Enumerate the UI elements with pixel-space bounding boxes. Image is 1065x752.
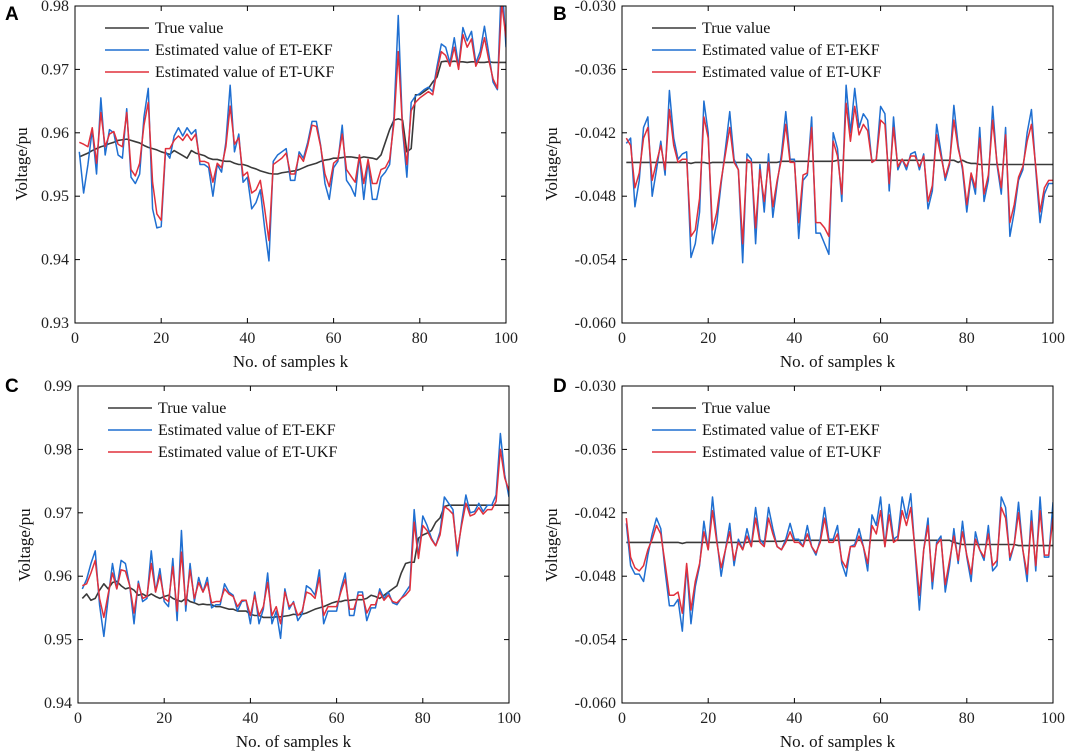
x-tick-label-a-80: 80 — [412, 330, 428, 347]
series-group-d — [625, 493, 1053, 632]
y-tick-label-b-5: -0.030 — [575, 0, 616, 15]
plot-frame-b — [621, 5, 1054, 324]
x-tick-label-b-60: 60 — [873, 330, 889, 347]
legend-label-a-true-value: True value — [155, 20, 223, 37]
x-tick-label-c-100: 100 — [497, 710, 521, 727]
series-group-b — [625, 84, 1053, 264]
panel-letter-a: A — [5, 4, 19, 25]
plot-frame-d — [621, 385, 1054, 704]
x-tick-label-d-20: 20 — [700, 710, 716, 727]
x-tick-label-c-40: 40 — [242, 710, 258, 727]
series-line-c-true-value — [81, 504, 509, 619]
x-axis-label-a: No. of samples k — [233, 352, 349, 371]
legend-label-c-estimated-value-of-et-ekf: Estimated value of ET-EKF — [158, 422, 336, 439]
y-tick-label-a-2: 0.95 — [41, 188, 69, 205]
y-axis-label-b: Voltage/pu — [542, 127, 561, 201]
x-tick-label-d-100: 100 — [1041, 710, 1065, 727]
y-tick-label-c-2: 0.96 — [44, 568, 72, 585]
y-tick-label-b-3: -0.042 — [575, 125, 616, 142]
y-tick-label-d-0: -0.060 — [575, 695, 616, 712]
x-axis-label-c: No. of samples k — [236, 732, 352, 751]
y-tick-label-c-0: 0.94 — [44, 695, 72, 712]
y-tick-label-d-3: -0.042 — [575, 505, 616, 522]
legend-label-d-estimated-value-of-et-ekf: Estimated value of ET-EKF — [702, 422, 880, 439]
series-line-c-estimated-value-of-et-ukf — [82, 448, 509, 625]
y-tick-label-c-5: 0.99 — [44, 378, 72, 395]
x-tick-label-d-80: 80 — [959, 710, 975, 727]
panel-b: B 0 20 40 60 80 100 -0.060 -0.054 -0.048 -0.042 -0.… — [542, 0, 1065, 371]
series-line-d-estimated-value-of-et-ukf — [625, 506, 1053, 614]
y-tick-label-d-1: -0.054 — [575, 632, 616, 649]
y-tick-label-a-5: 0.98 — [41, 0, 69, 15]
y-tick-label-b-0: -0.060 — [575, 315, 616, 332]
y-axis-label-c: Voltage/pu — [15, 508, 34, 582]
x-tick-label-d-0: 0 — [618, 710, 626, 727]
y-axis-label-d: Voltage/pu — [542, 508, 561, 582]
legend-label-b-estimated-value-of-et-ekf: Estimated value of ET-EKF — [702, 42, 880, 59]
legend-c: True value Estimated value of ET-EKF Estim… — [108, 400, 337, 461]
x-tick-label-b-20: 20 — [700, 330, 716, 347]
y-tick-label-a-1: 0.94 — [41, 252, 69, 269]
x-tick-label-b-40: 40 — [786, 330, 802, 347]
x-tick-label-c-60: 60 — [329, 710, 345, 727]
x-tick-label-a-40: 40 — [239, 330, 255, 347]
x-tick-label-b-80: 80 — [959, 330, 975, 347]
x-axis-label-d: No. of samples k — [780, 732, 896, 751]
series-group-a — [78, 6, 506, 262]
legend-label-d-estimated-value-of-et-ukf: Estimated value of ET-UKF — [702, 444, 881, 461]
x-axis-label-b: No. of samples k — [780, 352, 896, 371]
y-tick-label-b-4: -0.036 — [575, 61, 616, 78]
y-tick-label-b-1: -0.054 — [575, 252, 616, 269]
legend-label-a-estimated-value-of-et-ukf: Estimated value of ET-UKF — [155, 64, 334, 81]
legend-label-c-true-value: True value — [158, 400, 226, 417]
series-line-d-estimated-value-of-et-ekf — [625, 493, 1053, 632]
x-tick-label-c-80: 80 — [415, 710, 431, 727]
panel-letter-c: C — [5, 376, 19, 397]
x-tick-label-a-20: 20 — [153, 330, 169, 347]
y-tick-label-c-1: 0.95 — [44, 632, 72, 649]
legend-b: True value Estimated value of ET-EKF Estim… — [652, 20, 881, 81]
legend-d: True value Estimated value of ET-EKF Estim… — [652, 400, 881, 461]
series-line-b-estimated-value-of-et-ukf — [625, 102, 1053, 245]
x-tick-label-a-100: 100 — [494, 330, 518, 347]
plot-frame-a — [74, 5, 507, 324]
panel-c: C 0 20 40 60 80 100 0.94 0.95 0.96 0.97 0.98 0.99 No.… — [5, 376, 521, 751]
legend-label-b-estimated-value-of-et-ukf: Estimated value of ET-UKF — [702, 64, 881, 81]
x-tick-label-d-60: 60 — [873, 710, 889, 727]
y-axis-label-a: Voltage/pu — [12, 127, 31, 201]
y-tick-label-c-3: 0.97 — [44, 505, 72, 522]
x-tick-label-b-100: 100 — [1041, 330, 1065, 347]
plot-frame-c — [77, 385, 510, 704]
legend-label-b-true-value: True value — [702, 20, 770, 37]
panel-letter-b: B — [553, 4, 567, 25]
x-tick-label-a-0: 0 — [71, 330, 79, 347]
panel-a: A 0 20 40 60 80 100 0.93 0.94 0.95 0.96 0.97 0.98 No.… — [5, 0, 518, 371]
y-tick-label-a-3: 0.96 — [41, 125, 69, 142]
x-tick-label-a-60: 60 — [326, 330, 342, 347]
y-tick-label-a-0: 0.93 — [41, 315, 69, 332]
y-tick-label-d-5: -0.030 — [575, 378, 616, 395]
y-tick-label-b-2: -0.048 — [575, 188, 616, 205]
legend-label-a-estimated-value-of-et-ekf: Estimated value of ET-EKF — [155, 42, 333, 59]
x-tick-label-d-40: 40 — [786, 710, 802, 727]
series-line-a-estimated-value-of-et-ukf — [79, 6, 506, 242]
series-group-c — [81, 432, 509, 640]
x-tick-label-c-0: 0 — [74, 710, 82, 727]
legend-label-c-estimated-value-of-et-ukf: Estimated value of ET-UKF — [158, 444, 337, 461]
x-tick-label-b-0: 0 — [618, 330, 626, 347]
y-tick-label-a-4: 0.97 — [41, 61, 69, 78]
panel-d: D 0 20 40 60 80 100 -0.060 -0.054 -0.048 -0.042 -0.… — [542, 376, 1065, 751]
legend-label-d-true-value: True value — [702, 400, 770, 417]
y-tick-label-c-4: 0.98 — [44, 441, 72, 458]
legend-a: True value Estimated value of ET-EKF Estim… — [105, 20, 334, 81]
panel-letter-d: D — [553, 376, 567, 397]
y-tick-label-d-2: -0.048 — [575, 568, 616, 585]
x-tick-label-c-20: 20 — [156, 710, 172, 727]
y-tick-label-d-4: -0.036 — [575, 441, 616, 458]
